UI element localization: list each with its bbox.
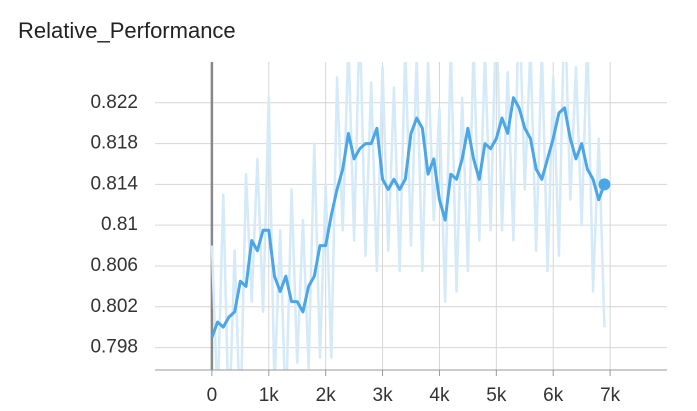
y-tick-label: 0.818 bbox=[90, 133, 138, 154]
y-tick-label: 0.798 bbox=[90, 337, 138, 358]
x-tick-label: 4k bbox=[429, 385, 450, 406]
x-tick-label: 6k bbox=[543, 385, 564, 406]
x-tick-label: 3k bbox=[373, 385, 394, 406]
series-line bbox=[210, 62, 606, 370]
axes: 0.798 0.802 0.806 0.81 0.814 0.818 0.822 0 1k 2k 3… bbox=[90, 92, 667, 406]
x-tick-label: 5k bbox=[486, 385, 507, 406]
y-tick-label: 0.81 bbox=[101, 214, 138, 235]
y-tick-label: 0.814 bbox=[90, 173, 138, 194]
plot-area bbox=[210, 62, 611, 370]
y-tick-label: 0.822 bbox=[90, 92, 138, 113]
x-tick-label: 2k bbox=[316, 385, 337, 406]
x-tick-label: 7k bbox=[600, 385, 621, 406]
y-tick-label: 0.806 bbox=[90, 255, 138, 276]
chart-title: Relative_Performance bbox=[18, 18, 236, 43]
series-line bbox=[210, 96, 606, 338]
y-tick-label: 0.802 bbox=[90, 296, 138, 317]
endpoint-marker bbox=[598, 178, 611, 191]
x-tick-label: 1k bbox=[259, 385, 280, 406]
x-tick-label: 0 bbox=[207, 385, 218, 406]
